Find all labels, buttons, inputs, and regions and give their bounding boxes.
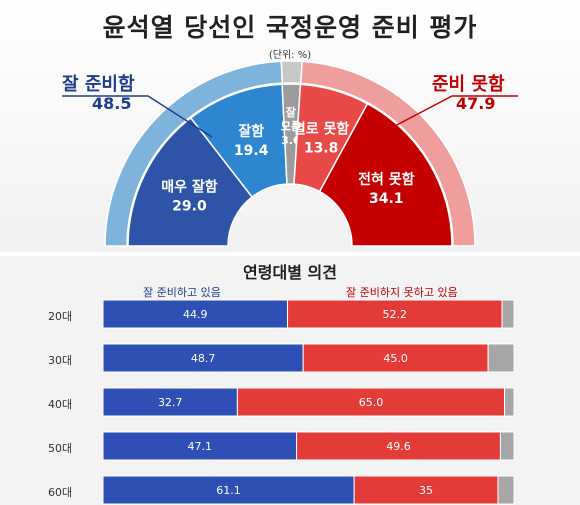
bar-3-series-2 [499,431,515,461]
bar-0-series-0 [102,299,289,329]
outer-ring-segment-2 [299,60,476,247]
good-group-value: 48.5 [92,94,132,113]
bad-leader-line [373,95,518,138]
good-leader-line [62,95,213,138]
legend-bad: 잘 준비하지 못하고 있음 [346,286,458,299]
bar-value-3-0: 47.1 [188,440,213,453]
bar-3-series-0 [102,431,298,461]
slice-value-4: 34.1 [369,191,404,207]
bar-0-series-2 [501,299,515,329]
slice-label-3: 별로 못함 [293,120,350,137]
bar-value-2-1: 65.0 [359,396,384,409]
age-group-stacked-bars: 44.9 52.2 48.7 45.0 32.7 65.0 47.1 49.6 61.1 35 [102,299,515,505]
outer-ring-segment-1 [280,60,303,85]
bar-4-series-1 [353,475,499,505]
bar-2-series-1 [236,387,506,417]
chart-title: 윤석열 당선인 국정운영 준비 평가 [102,13,478,42]
good-group-label: 잘 준비함 [62,74,135,95]
age-label-4: 60대 [48,486,73,499]
bar-value-2-0: 32.7 [158,396,183,409]
age-label-1: 30대 [48,354,73,367]
bar-value-4-1: 35 [419,484,433,497]
bar-value-0-1: 52.2 [383,308,408,321]
age-group-panel: 연령대별 의견 잘 준비하고 있음 잘 준비하지 못하고 있음 44.9 52.2… [0,256,580,505]
unit-label: (단위: %) [268,50,312,61]
slice-value-1: 19.4 [234,143,269,159]
bar-value-0-0: 44.9 [183,308,208,321]
bar-0-series-1 [287,299,503,329]
slice-label-1: 잘함 [238,123,264,140]
slice-label-4: 전혀 못함 [358,171,415,188]
legend-good: 잘 준비하고 있음 [143,286,221,299]
half-donut-panel: 윤석열 당선인 국정운영 준비 평가 (단위: %) 매우 잘함 29.0 잘함 19… [0,0,580,252]
bar-4-series-0 [102,475,355,505]
bar-3-series-1 [296,431,501,461]
slice-label-2-1: 모름 [281,120,301,133]
age-label-0: 20대 [48,310,73,323]
age-label-3: 50대 [48,442,73,455]
slice-label-2-0: 잘 [286,106,296,119]
bar-1-series-0 [102,343,304,373]
bar-value-1-0: 48.7 [191,352,216,365]
bar-value-4-0: 61.1 [216,484,241,497]
slice-label-0: 매우 잘함 [161,179,218,196]
slice-4 [318,102,453,247]
bar-value-3-1: 49.6 [386,440,411,453]
age-label-2: 40대 [48,398,73,411]
slice-value-0: 29.0 [172,199,207,215]
slice-value-3: 13.8 [304,140,339,156]
bar-1-series-2 [487,343,515,373]
bar-4-series-2 [497,475,515,505]
bad-group-value: 47.9 [456,94,496,113]
age-chart-title: 연령대별 의견 [243,263,337,282]
bar-1-series-1 [302,343,489,373]
bar-value-1-1: 45.0 [383,352,408,365]
bar-2-series-2 [504,387,515,417]
bad-group-label: 준비 못함 [432,74,505,95]
